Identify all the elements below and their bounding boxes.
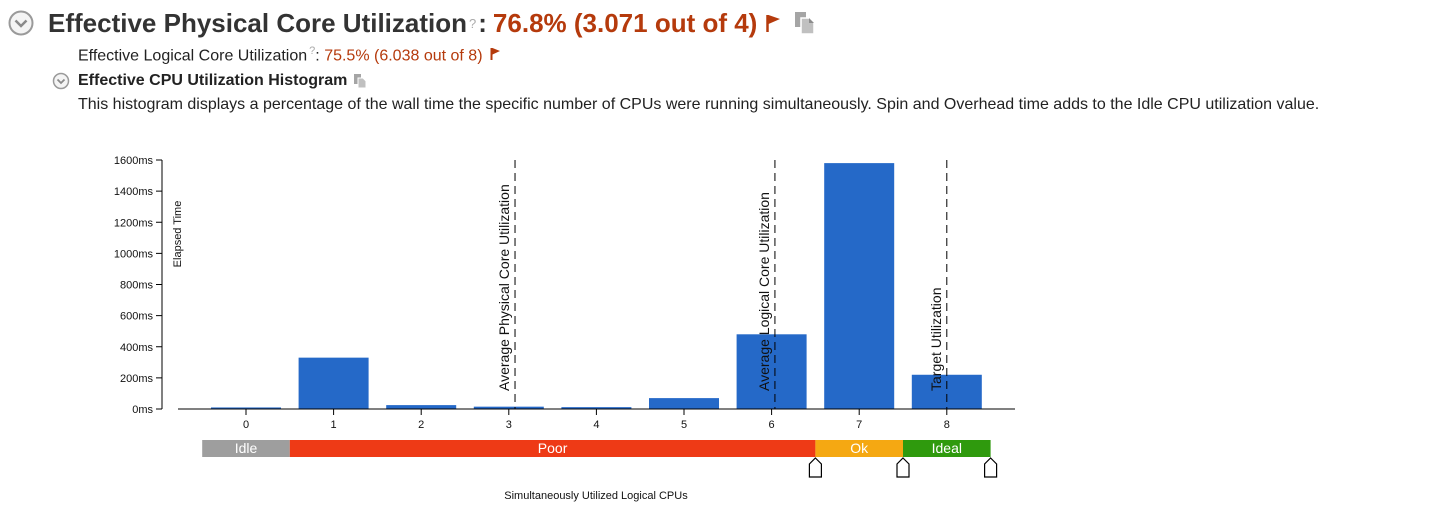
utilization-zone	[289, 440, 816, 457]
utilization-zone-label: Idle	[235, 440, 258, 456]
flag-icon	[766, 15, 781, 32]
y-tick-label: 1200ms	[114, 217, 154, 229]
histogram-title: Effective CPU Utilization Histogram	[78, 72, 348, 89]
histogram-bar[interactable]	[211, 407, 281, 409]
x-tick-label: 5	[681, 419, 687, 431]
logical-utilization-line: Effective Logical Core Utilization?: 75.…	[78, 45, 501, 65]
histogram-bar[interactable]	[736, 334, 807, 409]
reference-line-label: Average Logical Core Utilization	[756, 192, 772, 391]
x-axis-label: Simultaneously Utilized Logical CPUs	[504, 490, 688, 502]
y-tick-label: 800ms	[120, 280, 154, 292]
utilization-zone-label: Ok	[850, 440, 869, 456]
logical-utilization-value: 75.5% (6.038 out of 8)	[324, 47, 483, 65]
help-icon[interactable]: ?	[469, 15, 477, 31]
y-tick-label: 0ms	[132, 404, 153, 416]
zone-boundary-marker[interactable]	[983, 457, 998, 478]
x-tick-label: 8	[944, 419, 950, 431]
x-tick-label: 7	[856, 419, 862, 431]
help-icon[interactable]: ?	[309, 45, 316, 57]
utilization-zone-label: Ideal	[932, 440, 962, 456]
zone-boundary-marker[interactable]	[896, 457, 910, 478]
histogram-bar[interactable]	[298, 357, 369, 409]
zone-boundary-marker[interactable]	[808, 457, 823, 478]
flag-icon	[490, 48, 500, 61]
reference-line-label: Target Utilization	[928, 288, 944, 392]
x-tick-label: 4	[593, 419, 599, 431]
histogram-bar[interactable]	[386, 405, 457, 409]
title-separator: :	[478, 7, 487, 38]
logical-utilization-label: Effective Logical Core Utilization	[78, 47, 308, 65]
page-title: Effective Physical Core Utilization	[48, 7, 468, 38]
collapse-toggle-icon[interactable]	[8, 10, 34, 36]
y-tick-label: 400ms	[120, 342, 154, 354]
histogram-bar[interactable]	[911, 374, 982, 409]
utilization-zone	[202, 440, 290, 457]
x-tick-label: 0	[243, 419, 249, 431]
utilization-zone	[815, 440, 903, 457]
y-axis-label: Elapsed Time	[172, 201, 184, 268]
reference-line-label: Average Physical Core Utilization	[496, 184, 512, 391]
y-tick-label: 1000ms	[114, 248, 154, 260]
physical-utilization-value: 76.8% (3.071 out of 4)	[492, 7, 758, 38]
histogram-description: This histogram displays a percentage of …	[78, 96, 1320, 113]
utilization-zone-label: Poor	[538, 440, 568, 456]
utilization-zone	[903, 440, 991, 457]
collapse-toggle-icon[interactable]	[52, 72, 70, 90]
histogram-bar[interactable]	[473, 406, 544, 409]
y-tick-label: 600ms	[120, 311, 154, 323]
y-tick-label: 1400ms	[114, 186, 154, 198]
histogram-bar[interactable]	[649, 398, 719, 409]
histogram-bar[interactable]	[824, 163, 895, 409]
cpu-utilization-histogram: Average Physical Core Utilization Average…	[114, 155, 1015, 502]
logical-separator: :	[315, 47, 320, 65]
histogram-header: Effective CPU Utilization Histogram	[52, 72, 367, 90]
x-tick-label: 3	[506, 419, 512, 431]
x-tick-label: 1	[331, 419, 337, 431]
x-tick-label: 2	[418, 419, 424, 431]
summary-header: Effective Physical Core Utilization ? : …	[8, 6, 816, 40]
y-tick-label: 200ms	[120, 373, 154, 385]
x-tick-label: 6	[769, 419, 775, 431]
copy-icon[interactable]	[353, 73, 367, 89]
copy-icon[interactable]	[793, 11, 816, 35]
histogram-bar[interactable]	[561, 407, 632, 409]
y-tick-label: 1600ms	[114, 155, 154, 167]
